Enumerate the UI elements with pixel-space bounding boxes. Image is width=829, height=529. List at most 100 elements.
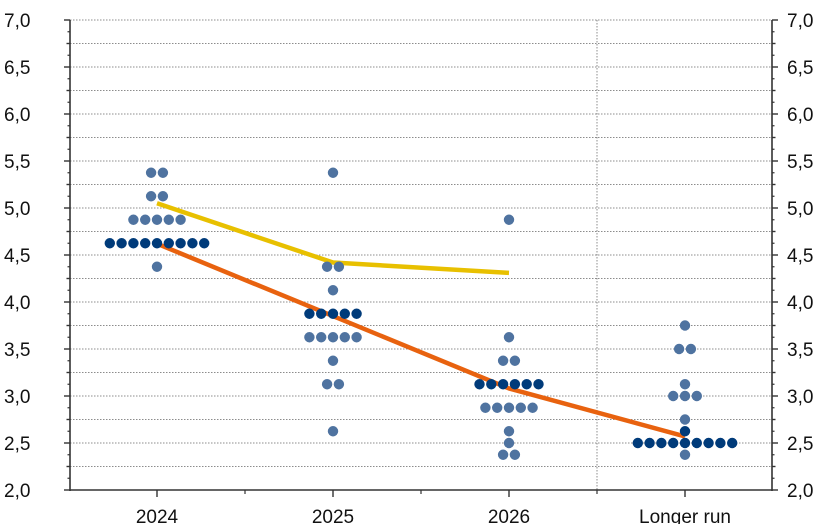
axis-labels: 2,0 2,0 2,5 2,5 3,0 3,0 3,5 3,5 4,0 4,0 4,5 4,5 5,0 5… (4, 11, 813, 528)
median-dot (304, 308, 315, 319)
median-dot (104, 238, 116, 249)
y-tick-label-left: 5,5 (4, 152, 30, 173)
participant-dot (333, 261, 345, 272)
participant-dot (157, 167, 169, 178)
participant-dot (515, 402, 526, 413)
participant-dot (327, 332, 339, 343)
median-dot (497, 379, 509, 390)
participant-dot (685, 343, 697, 355)
participant-dot (509, 355, 521, 366)
participant-dot (327, 285, 339, 296)
y-tick-label-left: 3,5 (4, 340, 30, 361)
gridlines (70, 19, 772, 490)
participant-dot (480, 402, 491, 413)
participant-dot (339, 332, 350, 343)
y-tick-label-right: 6,5 (787, 58, 813, 79)
y-tick-label-right: 3,0 (787, 387, 813, 408)
participant-dot (321, 379, 333, 390)
y-tick-label-right: 4,0 (787, 293, 813, 314)
median-dot (691, 437, 702, 449)
participant-dot (497, 355, 509, 366)
median-dot (128, 238, 139, 249)
participant-dot (157, 191, 169, 202)
y-tick-label-right: 5,0 (787, 199, 813, 220)
participant-dot (679, 379, 691, 390)
median-trend-line (156, 241, 686, 439)
y-tick-label-right: 2,0 (787, 481, 813, 502)
participant-dot (668, 390, 679, 402)
participant-dot (316, 332, 327, 343)
participant-dot (503, 437, 515, 449)
median-dot (116, 238, 127, 249)
median-dot (644, 437, 655, 449)
participant-dot (497, 449, 509, 460)
y-tick-label-right: 3,5 (787, 340, 813, 361)
participant-dot (503, 332, 515, 343)
participant-dot (327, 426, 339, 437)
participant-dot (333, 379, 345, 390)
median-dot (474, 379, 485, 390)
participant-dot (503, 426, 515, 437)
participant-dot (327, 355, 339, 366)
median-dot (521, 379, 532, 390)
median-dot (140, 238, 151, 249)
axes (64, 19, 778, 497)
participant-dot (679, 414, 691, 425)
median-dot (151, 238, 163, 249)
y-tick-label-right: 6,0 (787, 105, 813, 126)
participant-dot (175, 214, 186, 225)
participant-dot (321, 261, 333, 272)
median-dot (339, 308, 350, 319)
participant-dot (691, 390, 702, 402)
y-tick-label-right: 4,5 (787, 246, 813, 267)
participant-dot (151, 214, 163, 225)
x-category-label: 2026 (488, 507, 530, 524)
x-category-label: 2024 (136, 507, 179, 524)
median-dot (187, 238, 198, 249)
x-category-label: Longer run (639, 507, 731, 524)
participant-dot (503, 402, 515, 413)
dots (104, 167, 738, 460)
y-tick-label-left: 4,0 (4, 293, 30, 314)
median-dot (679, 426, 691, 437)
median-lines (156, 201, 686, 439)
participant-dot (163, 214, 174, 225)
participant-dot (351, 332, 362, 343)
y-tick-label-left: 2,5 (4, 434, 30, 455)
participant-dot (140, 214, 151, 225)
y-tick-label-right: 5,5 (787, 152, 813, 173)
median-dot (679, 437, 691, 449)
median-dot (163, 238, 174, 249)
participant-dot (673, 343, 685, 355)
median-dot (533, 379, 544, 390)
participant-dot (145, 191, 157, 202)
participant-dot (509, 449, 521, 460)
participant-dot (527, 402, 538, 413)
median-dot (727, 437, 738, 449)
y-tick-label-right: 2,5 (787, 434, 813, 455)
participant-dot (145, 167, 157, 178)
participant-dot (679, 320, 691, 331)
y-tick-label-left: 6,5 (4, 58, 30, 79)
y-tick-label-right: 7,0 (787, 11, 813, 32)
participant-dot (492, 402, 503, 413)
participant-dot (151, 261, 163, 272)
median-dot (316, 308, 327, 319)
participant-dot (679, 390, 691, 402)
y-tick-label-left: 3,0 (4, 387, 30, 408)
median-dot (351, 308, 362, 319)
median-dot (668, 437, 679, 449)
median-dot (656, 437, 667, 449)
median-dot (327, 308, 339, 319)
participant-dot (679, 449, 691, 460)
median-dot (509, 379, 521, 390)
median-dot (632, 437, 643, 449)
median-dot (703, 437, 714, 449)
participant-dot (327, 167, 339, 178)
participant-dot (503, 214, 515, 225)
x-category-label: 2025 (312, 507, 354, 524)
y-tick-label-left: 7,0 (4, 11, 30, 32)
participant-dot (304, 332, 315, 343)
